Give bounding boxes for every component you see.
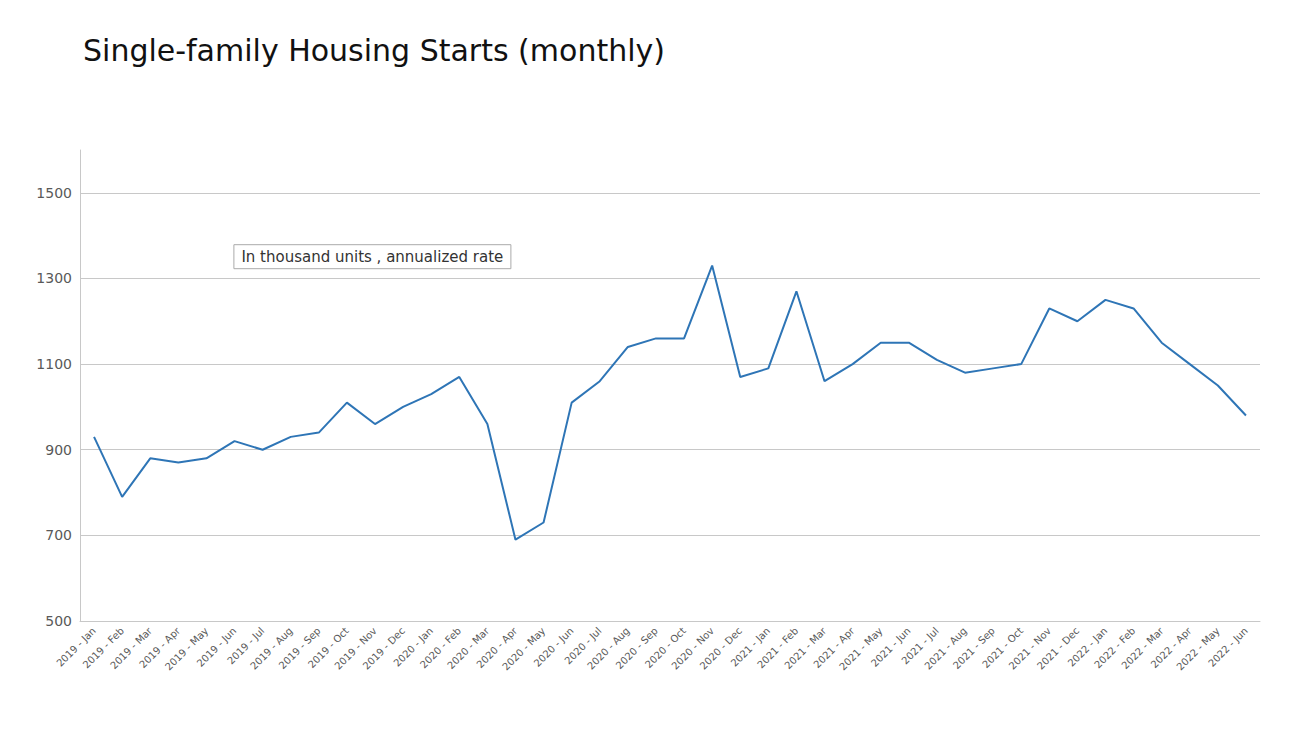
svg-text:900: 900 bbox=[45, 442, 72, 458]
svg-text:In thousand units , annualized: In thousand units , annualized rate bbox=[241, 248, 503, 266]
svg-text:1100: 1100 bbox=[36, 356, 72, 372]
svg-text:2021 - May: 2021 - May bbox=[837, 625, 885, 673]
svg-text:2020 - Jun: 2020 - Jun bbox=[531, 625, 576, 669]
svg-text:2020 - Oct: 2020 - Oct bbox=[642, 625, 688, 671]
svg-text:2022 - Jan: 2022 - Jan bbox=[1065, 625, 1110, 669]
svg-text:2021 - Oct: 2021 - Oct bbox=[980, 625, 1026, 671]
svg-text:1500: 1500 bbox=[36, 185, 72, 201]
svg-text:2019 - Nov: 2019 - Nov bbox=[332, 625, 379, 672]
svg-text:2021 - Jul: 2021 - Jul bbox=[899, 625, 941, 667]
svg-text:2021 - Feb: 2021 - Feb bbox=[755, 625, 801, 671]
svg-text:2021 - Apr: 2021 - Apr bbox=[811, 625, 857, 671]
svg-text:2019 - Apr: 2019 - Apr bbox=[137, 625, 183, 671]
svg-text:2021 - Mar: 2021 - Mar bbox=[782, 625, 829, 672]
svg-text:2019 - Jun: 2019 - Jun bbox=[194, 625, 239, 669]
svg-text:2020 - Aug: 2020 - Aug bbox=[585, 625, 632, 672]
svg-text:2021 - Nov: 2021 - Nov bbox=[1006, 625, 1054, 672]
svg-text:2019 - Mar: 2019 - Mar bbox=[108, 625, 155, 672]
svg-text:2020 - Jan: 2020 - Jan bbox=[391, 625, 436, 669]
svg-text:2020 - Jul: 2020 - Jul bbox=[562, 625, 604, 667]
svg-text:Single-family Housing Starts (: Single-family Housing Starts (monthly) bbox=[83, 33, 665, 68]
svg-text:2020 - Sep: 2020 - Sep bbox=[613, 625, 660, 672]
svg-text:2022 - Feb: 2022 - Feb bbox=[1092, 625, 1138, 671]
svg-text:2020 - Nov: 2020 - Nov bbox=[669, 625, 716, 672]
svg-text:2019 - Jul: 2019 - Jul bbox=[225, 625, 267, 667]
svg-text:2020 - Feb: 2020 - Feb bbox=[417, 625, 464, 671]
svg-text:2021 - Dec: 2021 - Dec bbox=[1034, 625, 1082, 672]
svg-text:500: 500 bbox=[45, 613, 72, 629]
svg-text:2022 - Apr: 2022 - Apr bbox=[1148, 625, 1194, 671]
svg-text:2021 - Jan: 2021 - Jan bbox=[728, 625, 773, 669]
svg-text:2022 - May: 2022 - May bbox=[1174, 625, 1222, 673]
svg-text:2020 - Mar: 2020 - Mar bbox=[445, 625, 492, 672]
svg-text:2021 - Sep: 2021 - Sep bbox=[950, 625, 997, 672]
svg-text:2021 - Jun: 2021 - Jun bbox=[868, 625, 913, 669]
svg-text:1300: 1300 bbox=[36, 270, 72, 286]
svg-text:2020 - May: 2020 - May bbox=[500, 625, 548, 673]
svg-text:2019 - Sep: 2019 - Sep bbox=[276, 625, 323, 672]
svg-text:2019 - Jan: 2019 - Jan bbox=[54, 625, 98, 669]
svg-text:2021 - Aug: 2021 - Aug bbox=[922, 625, 969, 672]
svg-text:2019 - Feb: 2019 - Feb bbox=[80, 625, 126, 671]
svg-text:2022 - Jun: 2022 - Jun bbox=[1206, 625, 1250, 669]
svg-text:2019 - Dec: 2019 - Dec bbox=[360, 625, 407, 672]
svg-text:2019 - Aug: 2019 - Aug bbox=[248, 625, 295, 672]
svg-text:2022 - Mar: 2022 - Mar bbox=[1119, 625, 1166, 672]
svg-text:2019 - Oct: 2019 - Oct bbox=[305, 625, 351, 671]
svg-text:700: 700 bbox=[45, 527, 72, 543]
svg-text:2020 - Dec: 2020 - Dec bbox=[697, 625, 745, 672]
svg-text:2019 - May: 2019 - May bbox=[162, 625, 211, 673]
svg-text:2020 - Apr: 2020 - Apr bbox=[474, 625, 520, 671]
